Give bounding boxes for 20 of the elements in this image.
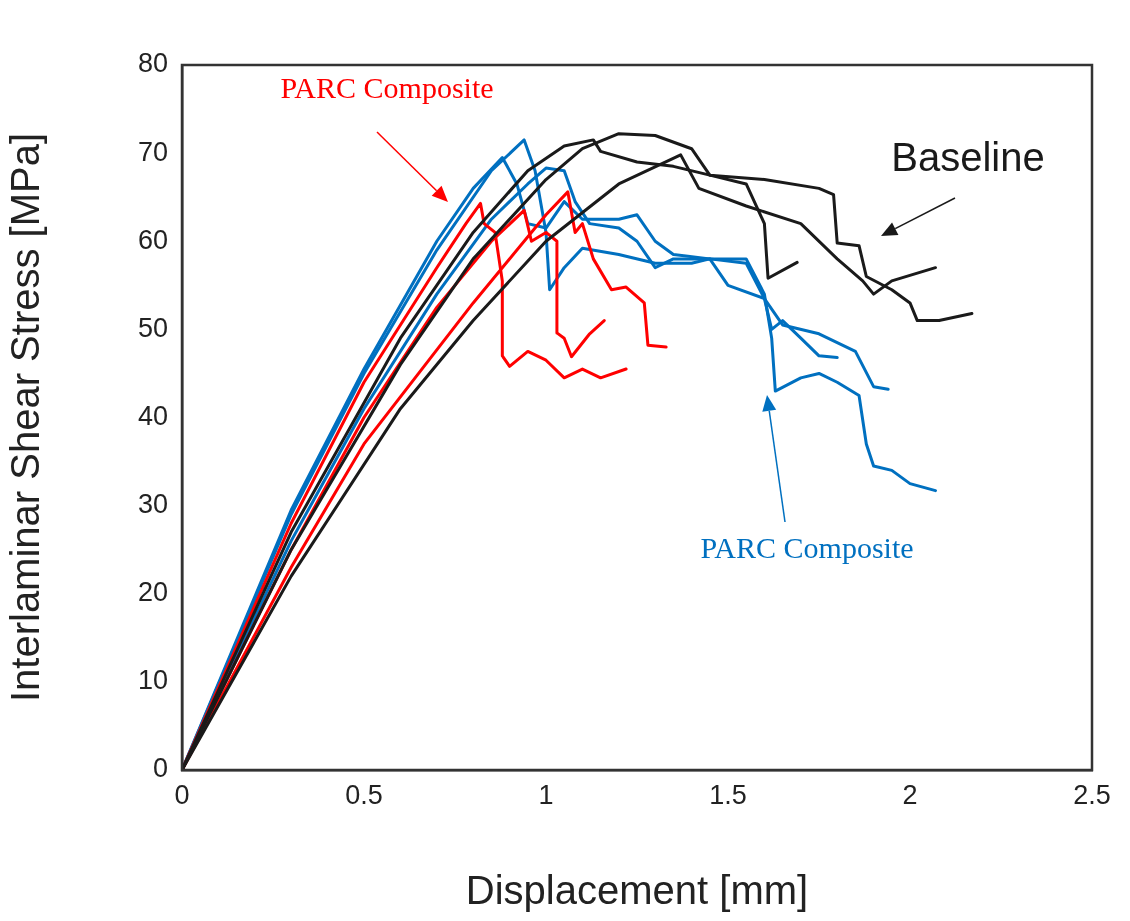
y-tick-label: 30 bbox=[137, 489, 168, 520]
x-tick-label: 1 bbox=[538, 779, 554, 810]
x-tick-label: 2 bbox=[902, 779, 918, 810]
x-tick-label: 0.5 bbox=[345, 779, 383, 810]
x-tick-label: 2.5 bbox=[1073, 779, 1111, 810]
y-tick-label: 10 bbox=[137, 665, 168, 696]
y-tick-label: 80 bbox=[137, 48, 168, 79]
annotation: Baseline bbox=[891, 134, 1045, 180]
y-tick-label: 60 bbox=[137, 224, 168, 255]
y-tick-label: 40 bbox=[137, 400, 168, 431]
x-tick-label: 0 bbox=[174, 779, 190, 810]
y-tick-label: 50 bbox=[137, 312, 168, 343]
annotation: PARC Composite bbox=[700, 531, 914, 565]
y-tick-label: 70 bbox=[137, 136, 168, 167]
y-tick-label: 20 bbox=[137, 577, 168, 608]
y-axis-title: Interlaminar Shear Stress [MPa] bbox=[3, 132, 48, 703]
annotation: PARC Composite bbox=[280, 71, 494, 105]
y-tick-label: 0 bbox=[152, 753, 168, 784]
x-axis-title: Displacement [mm] bbox=[465, 868, 809, 913]
x-tick-label: 1.5 bbox=[709, 779, 747, 810]
